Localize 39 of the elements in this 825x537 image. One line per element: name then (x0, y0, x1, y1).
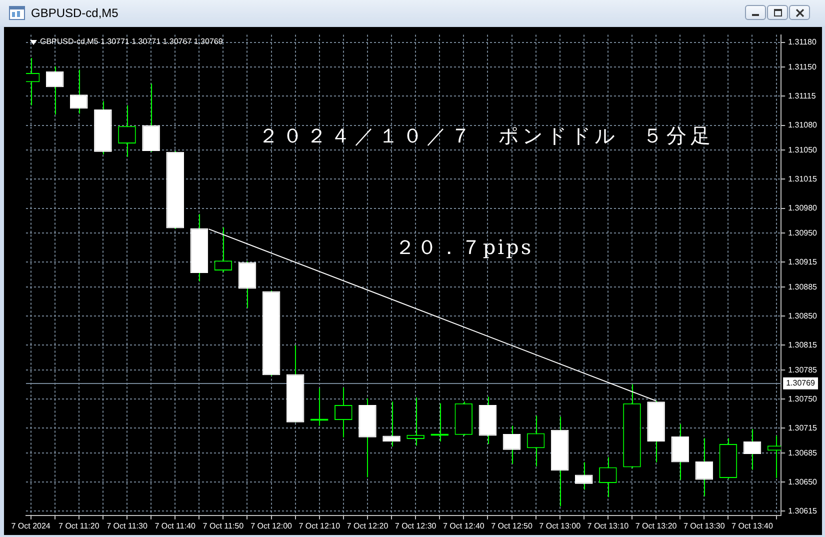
y-tick-label: 1.30980 (788, 203, 818, 212)
text: ２０２４／１０／７ ポンドドル ５分足 (258, 123, 715, 148)
y-tick-label: 1.30715 (788, 423, 818, 432)
x-tick-label: 7 Oct 11:50 (202, 521, 244, 530)
y-tick-label: 1.30815 (788, 340, 818, 350)
y-tick-label: 1.31050 (788, 145, 818, 154)
x-tick-label: 7 Oct 12:40 (442, 521, 485, 530)
y-tick-label: 1.31150 (788, 62, 817, 72)
x-tick-label: 7 Oct 13:20 (635, 521, 678, 530)
x-tick-label: 7 Oct 13:30 (683, 521, 726, 530)
y-tick-label: 1.31180 (788, 37, 817, 46)
y-tick-label: 1.31015 (788, 174, 818, 184)
x-tick-label: 7 Oct 13:40 (732, 521, 774, 530)
x-tick-label: 7 Oct 11:20 (58, 521, 100, 530)
y-tick-label: 1.30850 (788, 311, 818, 320)
y-tick-label: 1.30915 (788, 257, 818, 266)
y-tick-label: 1.30685 (788, 448, 818, 458)
y-tick-label: 1.31115 (788, 91, 816, 100)
ref-line-label: 1.30769 (786, 378, 816, 388)
x-tick-label: 7 Oct 11:30 (106, 521, 148, 530)
y-tick-label: 1.30615 (788, 506, 818, 516)
x-tick-label: 7 Oct 12:10 (298, 521, 341, 530)
x-tick-label: 7 Oct 12:50 (491, 521, 533, 530)
annotation: ２０．７pips (394, 234, 534, 259)
text: GBPUSD-cd,M5 (31, 6, 118, 20)
x-tick-label: 7 Oct 13:00 (539, 521, 582, 530)
x-tick-label: 7 Oct 12:00 (250, 521, 293, 530)
x-tick-label: 7 Oct 12:20 (346, 521, 389, 530)
y-tick-label: 1.30750 (788, 394, 818, 404)
x-tick-label: 7 Oct 11:40 (154, 521, 196, 530)
chart-subtitle: GBPUSD-cd,M5 1.30771 1.30771 1.30767 1.30769 (40, 37, 224, 46)
y-tick-label: 1.31080 (788, 120, 818, 130)
y-tick-label: 1.30785 (788, 365, 818, 374)
x-tick-label: 7 Oct 12:30 (394, 521, 437, 530)
y-tick-label: 1.30885 (788, 282, 818, 292)
y-tick-label: 1.30650 (788, 477, 818, 486)
x-tick-label: 7 Oct 13:10 (587, 521, 630, 530)
y-tick-label: 1.30950 (788, 228, 818, 238)
x-tick-label: 7 Oct 2024 (11, 521, 51, 530)
